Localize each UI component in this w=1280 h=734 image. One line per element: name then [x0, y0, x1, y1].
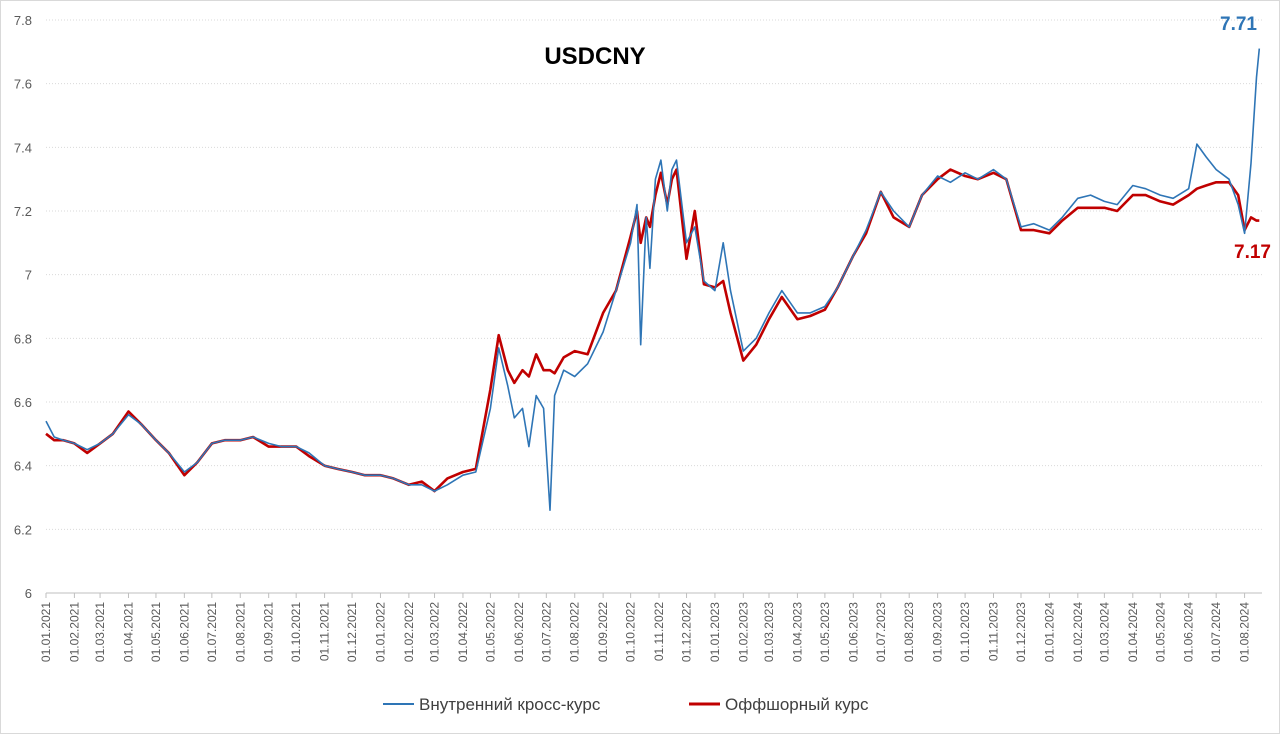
- legend: Внутренний кросс-курс Оффшорный курс: [383, 695, 869, 714]
- x-tick-label: 01.04.2024: [1126, 602, 1140, 662]
- x-tick-label: 01.01.2023: [708, 602, 722, 662]
- series-lines: [45, 48, 1261, 511]
- x-tick-label: 01.08.2024: [1238, 602, 1252, 662]
- end-value-label-offshore: 7.17: [1234, 242, 1271, 263]
- x-tick-label: 01.08.2022: [568, 602, 582, 662]
- x-tick-label: 01.03.2022: [428, 602, 442, 662]
- y-tick-label: 6.8: [14, 331, 32, 346]
- x-tick-label: 01.01.2022: [373, 602, 387, 662]
- y-axis-tick-labels: 6 6.2 6.4 6.6 6.8 7 7.2 7.4 7.6 7.8: [14, 13, 32, 601]
- x-tick-label: 01.03.2024: [1097, 602, 1111, 662]
- y-tick-label: 7.6: [14, 77, 32, 92]
- y-tick-label: 6.2: [14, 522, 32, 537]
- y-tick-label: 6.4: [14, 459, 32, 474]
- x-tick-label: 01.09.2021: [262, 602, 276, 662]
- x-tick-label: 01.12.2022: [680, 602, 694, 662]
- x-tick-label: 01.05.2022: [483, 602, 497, 662]
- gridlines: [46, 19, 1262, 594]
- x-tick-label: 01.11.2022: [652, 602, 666, 661]
- x-tick-label: 01.06.2024: [1182, 602, 1196, 662]
- x-tick-label: 01.11.2023: [987, 602, 1001, 661]
- x-tick-label: 01.02.2023: [736, 602, 750, 662]
- x-tick-label: 01.04.2021: [121, 602, 135, 662]
- y-tick-label: 7.4: [14, 140, 32, 155]
- x-tick-label: 01.09.2023: [931, 602, 945, 662]
- x-axis-tick-labels: 01.01.2021 01.02.2021 01.03.2021 01.04.2021…: [39, 593, 1252, 662]
- x-tick-label: 01.06.2021: [177, 602, 191, 662]
- y-tick-label: 6: [25, 586, 32, 601]
- x-tick-label: 01.07.2023: [874, 602, 888, 662]
- y-tick-label: 7.2: [14, 204, 32, 219]
- x-tick-label: 01.06.2022: [512, 602, 526, 662]
- x-tick-label: 01.10.2023: [958, 602, 972, 662]
- x-tick-label: 01.07.2024: [1209, 602, 1223, 662]
- x-tick-label: 01.10.2022: [624, 602, 638, 662]
- y-tick-label: 7.8: [14, 13, 32, 28]
- x-tick-label: 01.02.2021: [67, 602, 81, 662]
- x-tick-label: 01.03.2021: [93, 602, 107, 662]
- series-line-domestic: [45, 48, 1261, 511]
- x-tick-label: 01.09.2022: [596, 602, 610, 662]
- x-tick-label: 01.05.2024: [1153, 602, 1167, 662]
- x-tick-label: 01.07.2021: [205, 602, 219, 662]
- x-tick-label: 01.07.2022: [539, 602, 553, 662]
- legend-label-offshore: Оффшорный курс: [725, 695, 869, 714]
- x-tick-label: 01.04.2023: [790, 602, 804, 662]
- x-tick-label: 01.08.2021: [233, 602, 247, 662]
- x-tick-label: 01.01.2021: [39, 602, 53, 662]
- x-tick-label: 01.02.2022: [402, 602, 416, 662]
- x-tick-label: 01.08.2023: [902, 602, 916, 662]
- x-tick-label: 01.03.2023: [762, 602, 776, 662]
- x-tick-label: 01.04.2022: [456, 602, 470, 662]
- x-tick-label: 01.12.2021: [345, 602, 359, 662]
- x-tick-label: 01.01.2024: [1042, 602, 1056, 662]
- y-tick-label: 6.6: [14, 395, 32, 410]
- legend-label-domestic: Внутренний кросс-курс: [419, 695, 601, 714]
- x-tick-label: 01.10.2021: [289, 602, 303, 662]
- end-value-label-domestic: 7.71: [1220, 14, 1257, 35]
- chart-title: USDCNY: [544, 43, 645, 70]
- x-tick-label: 01.11.2021: [318, 602, 332, 661]
- x-tick-label: 01.06.2023: [846, 602, 860, 662]
- x-tick-label: 01.05.2023: [818, 602, 832, 662]
- x-tick-label: 01.02.2024: [1071, 602, 1085, 662]
- y-tick-label: 7: [25, 268, 32, 283]
- x-tick-label: 01.12.2023: [1014, 602, 1028, 662]
- x-tick-label: 01.05.2021: [149, 602, 163, 662]
